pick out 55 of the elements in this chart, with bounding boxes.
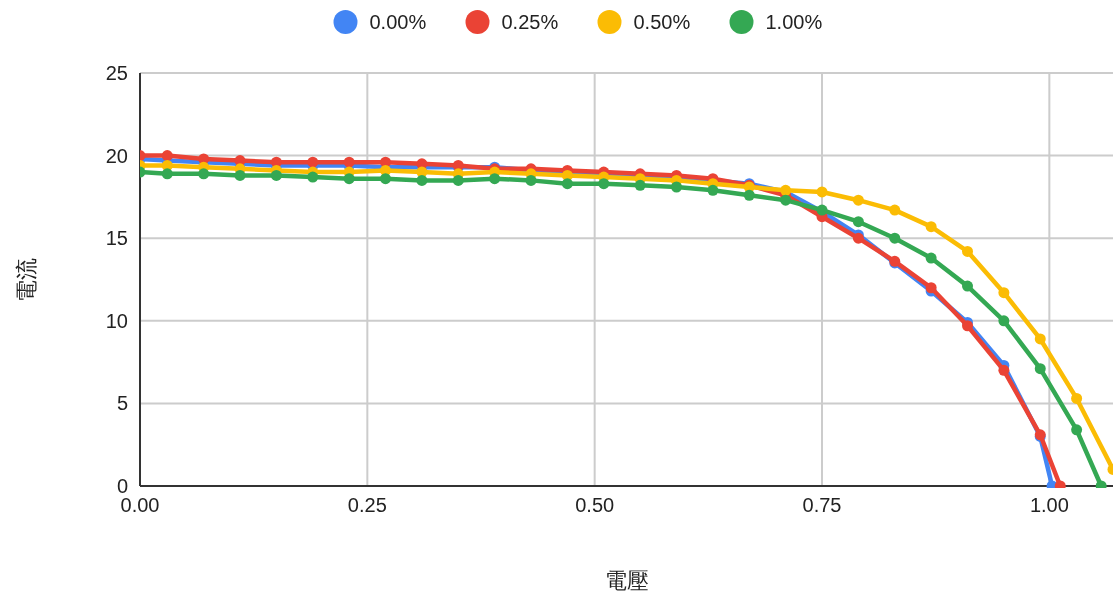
point (598, 178, 610, 190)
point (525, 174, 537, 186)
point (307, 171, 319, 183)
point (270, 169, 282, 181)
point (380, 173, 392, 185)
point (1034, 333, 1046, 345)
point (198, 168, 210, 180)
point (780, 194, 792, 206)
point (889, 232, 901, 244)
x-tick-label: 1.00 (1029, 494, 1069, 516)
legend-label: 0.00% (369, 11, 427, 33)
point (852, 216, 864, 228)
point (962, 245, 974, 257)
y-axis-title: 電流 (14, 257, 39, 302)
legend-label: 1.00% (765, 11, 823, 33)
y-tick-label: 10 (105, 309, 128, 332)
point (452, 174, 464, 186)
point (561, 178, 573, 190)
point (489, 173, 501, 185)
x-tick-label: 0.25 (347, 494, 387, 516)
x-tick-label: 0.00 (120, 494, 160, 516)
point (707, 184, 719, 196)
legend-label: 0.25% (501, 11, 559, 33)
point (343, 156, 355, 168)
point (234, 169, 246, 181)
y-tick-label: 25 (105, 62, 128, 84)
point (161, 168, 173, 180)
point (307, 156, 319, 168)
legend-label: 0.50% (633, 11, 691, 33)
x-tick-label: 0.50 (575, 494, 615, 516)
point (962, 320, 974, 332)
y-tick-label: 5 (116, 392, 128, 415)
point (998, 364, 1010, 376)
point (889, 204, 901, 216)
point (925, 221, 937, 233)
x-axis-title: 電壓 (604, 568, 649, 593)
point (416, 174, 428, 186)
x-tick-label: 0.75 (802, 494, 842, 516)
point (925, 252, 937, 264)
point (998, 287, 1010, 299)
point (671, 181, 683, 193)
y-tick-label: 0 (116, 475, 128, 497)
point (634, 179, 646, 191)
point (161, 150, 173, 162)
point (1071, 424, 1083, 436)
point (1071, 392, 1083, 404)
point (962, 280, 974, 292)
point (743, 189, 755, 201)
point (998, 315, 1010, 327)
point (343, 173, 355, 185)
point (852, 194, 864, 206)
y-tick-label: 15 (105, 227, 128, 250)
point (816, 186, 828, 198)
y-tick-label: 20 (105, 144, 128, 167)
point (1034, 363, 1046, 375)
